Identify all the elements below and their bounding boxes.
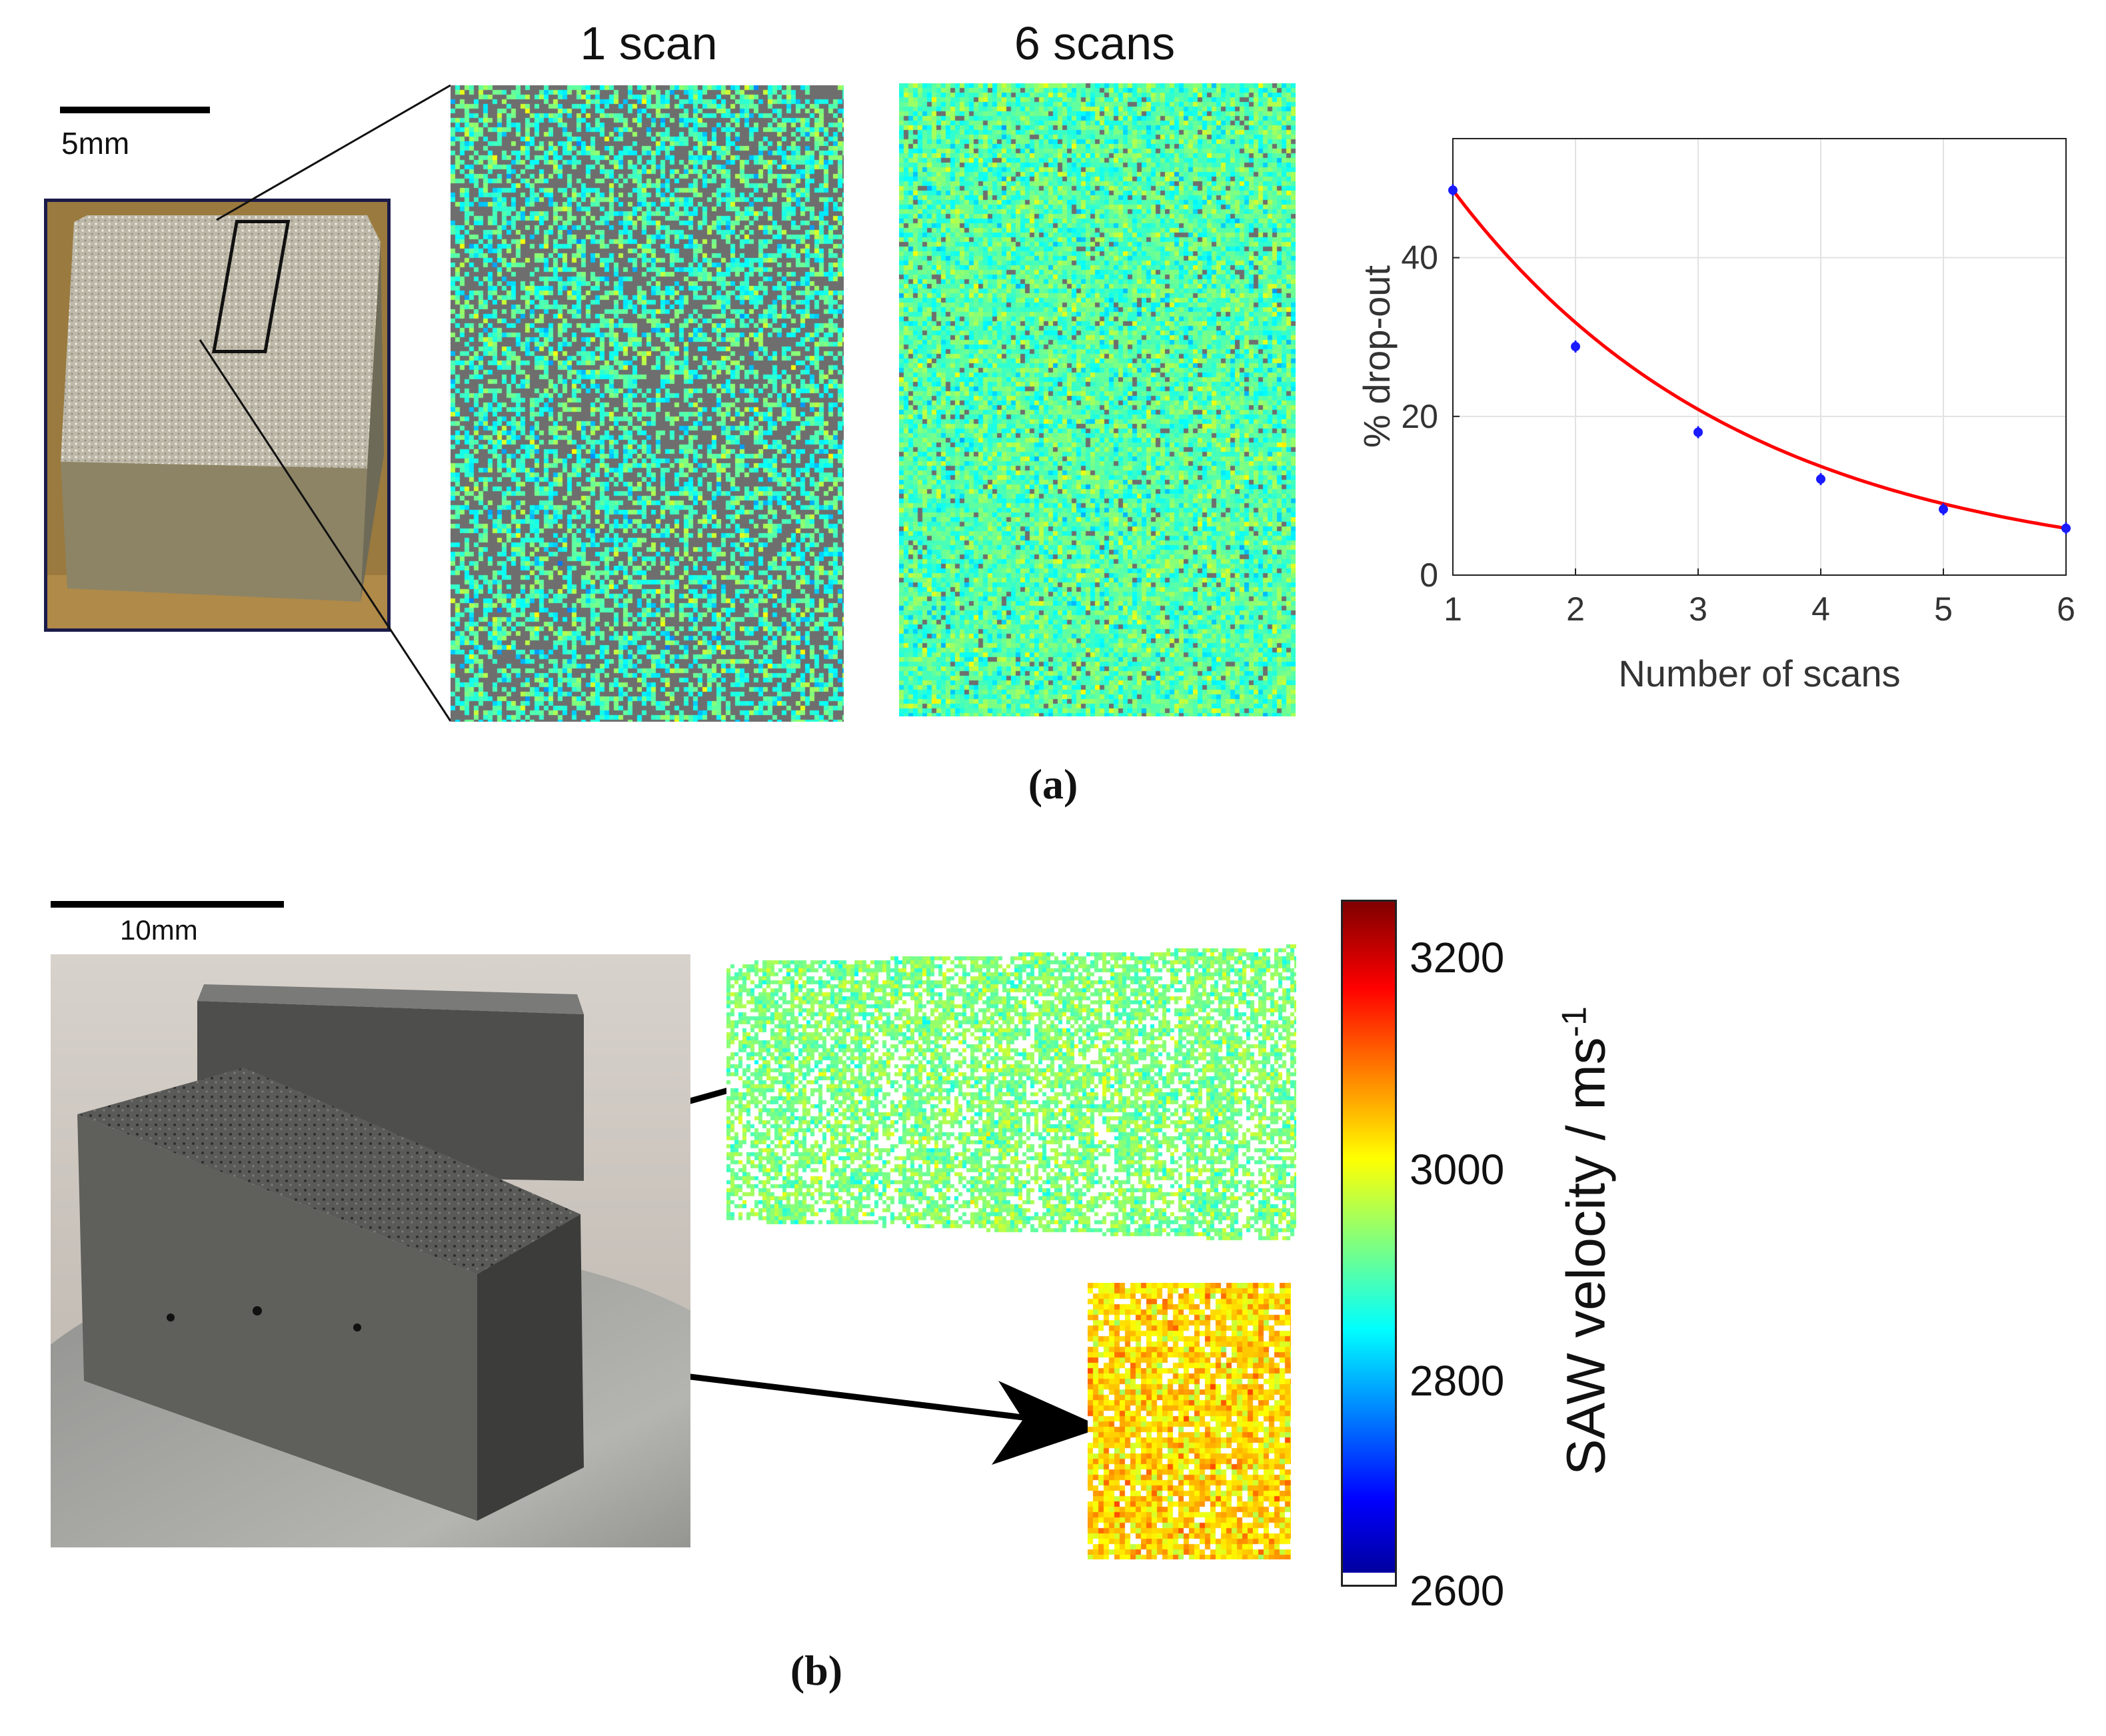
x-tick-label: 4 bbox=[1811, 590, 1830, 628]
data-point bbox=[1448, 185, 1458, 195]
y-tick-label: 40 bbox=[1401, 239, 1438, 277]
chart-y-label: % drop-out bbox=[1356, 265, 1398, 448]
velocity-map-top-surface bbox=[726, 916, 1296, 1260]
colorbar-label-superscript: -1 bbox=[1555, 1006, 1594, 1038]
cube-photo-drawing bbox=[47, 202, 387, 628]
chart-x-ticks: 1 2 3 4 5 6 bbox=[1444, 568, 2075, 628]
zoom-line-top bbox=[216, 84, 451, 221]
velocity-map-side-surface bbox=[1088, 1283, 1291, 1559]
arrow-bottom-head bbox=[992, 1381, 1103, 1465]
scale-bar-5mm-label: 5mm bbox=[61, 126, 130, 161]
scale-bar-10mm bbox=[51, 901, 284, 908]
scale-bar-10mm-label: 10mm bbox=[120, 914, 198, 946]
x-tick-label: 2 bbox=[1566, 590, 1585, 628]
dropout-chart: 1 2 3 4 5 6 0 20 40 Number of scans % drop-out bbox=[1356, 138, 2075, 694]
data-point bbox=[1571, 342, 1580, 352]
caption-a: (a) bbox=[1028, 760, 1078, 808]
map-6scans-title: 6 scans bbox=[1014, 17, 1176, 69]
caption-b: (b) bbox=[790, 1647, 843, 1694]
x-tick-label: 6 bbox=[2057, 590, 2075, 628]
cube-photo bbox=[44, 199, 391, 632]
velocity-map-6-scans bbox=[899, 83, 1296, 716]
colorbar-label-text: SAW velocity / ms bbox=[1556, 1037, 1617, 1475]
data-point bbox=[1816, 474, 1825, 484]
colorbar bbox=[1341, 900, 1397, 1587]
x-tick-label: 5 bbox=[1934, 590, 1953, 628]
x-tick-label: 1 bbox=[1444, 590, 1462, 628]
y-tick-label: 0 bbox=[1420, 556, 1438, 594]
chart-y-ticks: 0 20 40 bbox=[1401, 239, 1460, 594]
fit-curve bbox=[1452, 189, 2067, 530]
data-point bbox=[1939, 504, 1948, 514]
y-tick-label: 20 bbox=[1401, 398, 1438, 435]
data-points bbox=[1448, 184, 2071, 534]
colorbar-tick-3200: 3200 bbox=[1410, 934, 1505, 982]
velocity-map-1-scan bbox=[451, 85, 844, 722]
colorbar-label: SAW velocity / ms-1 bbox=[1555, 1006, 1616, 1475]
scale-bar-5mm bbox=[60, 107, 210, 113]
block-photo-drawing bbox=[51, 954, 690, 1547]
zoom-line-bottom bbox=[199, 339, 452, 722]
colorbar-tick-2600: 2600 bbox=[1410, 1567, 1505, 1615]
x-tick-label: 3 bbox=[1689, 590, 1707, 628]
data-point bbox=[1693, 427, 1703, 437]
map-1scan-title: 1 scan bbox=[580, 17, 718, 69]
data-point bbox=[2061, 523, 2071, 533]
chart-x-label: Number of scans bbox=[1618, 652, 1900, 694]
block-photo bbox=[51, 954, 690, 1547]
colorbar-tick-3000: 3000 bbox=[1410, 1146, 1505, 1194]
chart-axes-box bbox=[1452, 138, 2067, 576]
colorbar-tick-2800: 2800 bbox=[1410, 1357, 1505, 1405]
